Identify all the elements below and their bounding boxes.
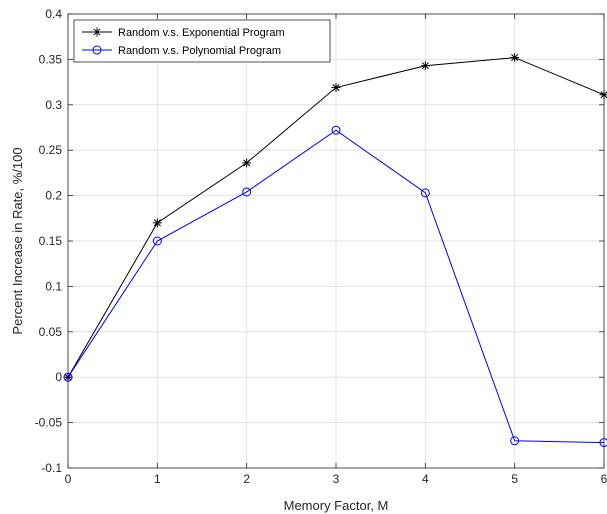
marker-stroke [511,54,519,62]
x-tick-label: 4 [422,472,429,486]
legend-label-polynomial: Random v.s. Polynomial Program [118,45,281,57]
y-tick-label: 0.15 [39,234,63,248]
x-tick-label: 6 [601,472,607,486]
y-tick-label: 0.3 [45,98,62,112]
marker-stroke [243,159,251,167]
x-tick-label: 0 [65,472,72,486]
data-point-polynomial [510,436,520,446]
legend-box [73,19,331,63]
tick-labels: 0 1 2 3 4 5 6 -0.1 -0.05 0 0.05 0.1 0.15 0.2 0.25 0.3 0.… [35,7,607,486]
y-tick-label: -0.05 [35,416,63,430]
x-tick-label: 3 [333,472,340,486]
data-point-polynomial [152,236,162,246]
axes-box [67,13,605,469]
x-tick-label: 2 [243,472,250,486]
series-layer [63,53,607,448]
legend-circle-icon [92,45,102,55]
data-point-polynomial [242,187,252,197]
x-tick-label: 5 [511,472,518,486]
axes [67,13,605,469]
marker-stroke [332,84,340,92]
data-point-polynomial [599,438,607,448]
y-tick-label: 0 [55,370,62,384]
legend-marker-asterisk [92,27,102,37]
data-point-polynomial [331,125,341,135]
marker-stroke [153,219,161,227]
y-tick-label: 0.2 [45,189,62,203]
data-point-exponential [510,53,520,63]
data-point-exponential [242,158,252,168]
y-tick-label: -0.1 [41,461,62,475]
y-tick-label: 0.4 [45,7,62,21]
y-tick-label: 0.1 [45,279,62,293]
data-point-exponential [420,61,430,71]
series-exponential [63,53,607,382]
data-point-exponential [331,83,341,93]
legend-entry-polynomial: Random v.s. Polynomial Program [82,45,281,57]
data-point-polynomial [420,188,430,198]
grid [67,13,605,469]
data-point-polynomial [63,372,73,382]
x-axis-label: Memory Factor, M [284,498,389,513]
x-tick-label: 1 [154,472,161,486]
y-axis-label: Percent Increase in Rate, %/100 [10,147,25,334]
y-tick-label: 0.25 [39,143,63,157]
data-point-exponential [152,218,162,228]
y-tick-label: 0.35 [39,52,63,66]
data-point-exponential [599,90,607,100]
series-line-polynomial [67,129,605,444]
legend: Random v.s. Exponential Program Random v… [73,19,331,63]
marker-stroke [421,62,429,70]
legend-asterisk-icon [92,27,102,37]
legend-marker-circle [92,45,102,55]
series-polynomial [63,125,607,448]
marker-stroke [93,28,101,36]
y-tick-label: 0.05 [39,325,63,339]
legend-entry-exponential: Random v.s. Exponential Program [82,27,285,39]
marker-stroke [600,91,607,99]
legend-label-exponential: Random v.s. Exponential Program [118,27,285,39]
